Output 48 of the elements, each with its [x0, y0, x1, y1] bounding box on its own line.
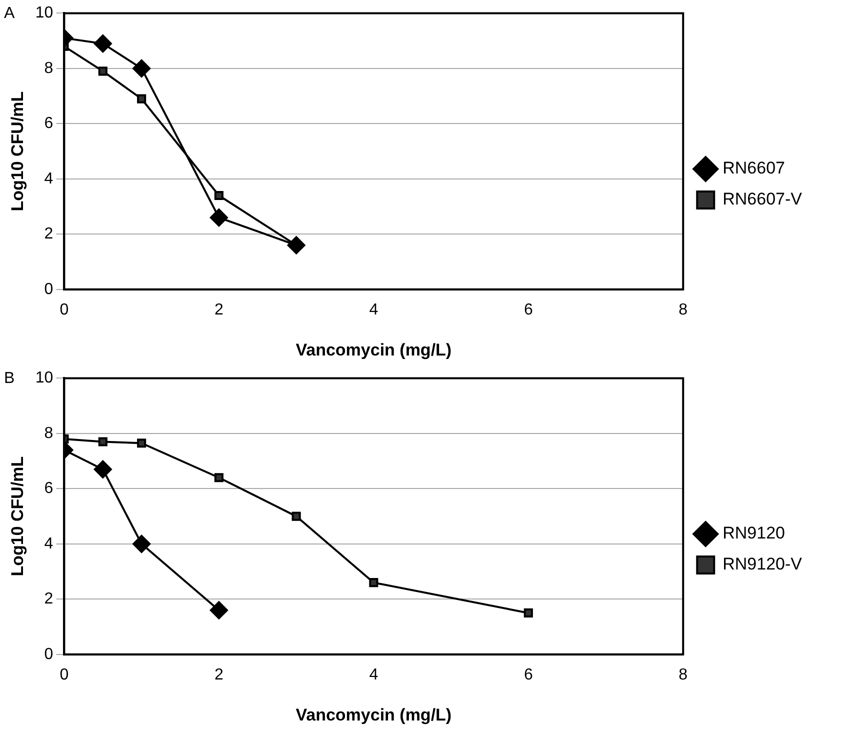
- x-tick-label: 8: [678, 301, 688, 318]
- point: [98, 66, 108, 76]
- point: [94, 34, 112, 53]
- point: [524, 608, 533, 618]
- x-tick-label: 4: [369, 301, 378, 318]
- x-tick-label: 6: [524, 301, 533, 318]
- chart-title: B: [4, 370, 15, 388]
- point: [369, 578, 378, 588]
- y-tick-label: 6: [44, 480, 54, 498]
- x-axis-title: Vancomycin (mg/L): [296, 340, 452, 360]
- y-tick-label: 0: [44, 646, 54, 663]
- point: [210, 208, 228, 227]
- point: [292, 512, 301, 521]
- y-axis-title: Log10 CFU/mL: [8, 91, 27, 212]
- x-tick-label: 0: [60, 666, 69, 684]
- x-tick-label: 2: [214, 301, 224, 318]
- x-tick-label: 8: [678, 666, 688, 684]
- point: [210, 601, 228, 620]
- point: [98, 437, 108, 446]
- y-tick-label: 4: [44, 170, 54, 188]
- point: [137, 94, 146, 104]
- y-tick-label: 8: [44, 60, 54, 77]
- y-tick-label: 4: [44, 535, 54, 552]
- point: [137, 438, 146, 448]
- x-axis-title: Vancomycin (mg/L): [296, 705, 452, 724]
- x-tick-label: 6: [524, 666, 533, 684]
- point: [94, 460, 112, 478]
- point: [132, 534, 151, 553]
- legend-label: RN9120: [722, 524, 786, 543]
- y-tick-label: 6: [44, 115, 54, 132]
- point: [132, 59, 151, 78]
- legend-label: RN6607: [722, 158, 786, 178]
- y-tick-label: 10: [35, 370, 54, 387]
- x-tick-label: 4: [369, 666, 378, 684]
- y-tick-label: 0: [44, 280, 54, 298]
- point: [287, 236, 306, 254]
- x-tick-label: 2: [214, 666, 224, 684]
- y-tick-label: 8: [44, 424, 54, 442]
- chart-title: A: [4, 5, 15, 22]
- y-tick-label: 10: [35, 4, 54, 22]
- legend-label: RN6607-V: [722, 190, 803, 209]
- y-tick-label: 2: [44, 226, 54, 243]
- legend-label: RN9120-V: [722, 554, 803, 574]
- y-axis-title: Log10 CFU/mL: [8, 456, 27, 576]
- x-tick-label: 0: [60, 301, 69, 318]
- point: [214, 190, 224, 200]
- y-tick-label: 2: [44, 590, 54, 608]
- point: [214, 473, 224, 482]
